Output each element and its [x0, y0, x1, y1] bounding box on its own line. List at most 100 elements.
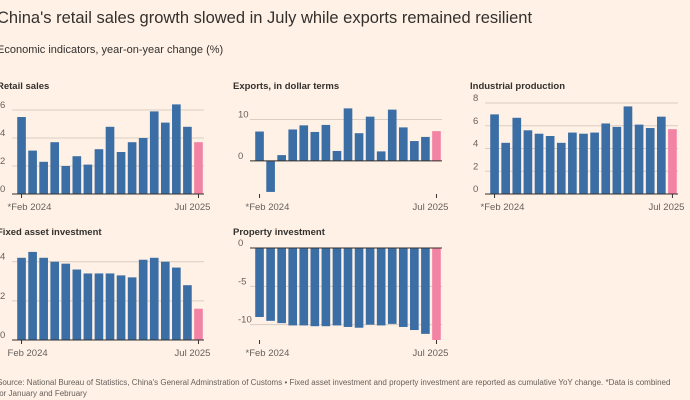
property-investment-y-tick-label: 0 [238, 238, 243, 249]
fixed-asset-investment-bar [194, 308, 203, 340]
retail-sales-bar [194, 142, 203, 194]
fixed-asset-investment-bar [149, 257, 159, 340]
exports-bar [255, 131, 264, 161]
exports-x-start-label: *Feb 2024 [246, 202, 290, 213]
industrial-production-x-start-label: *Feb 2024 [481, 202, 525, 213]
exports-bar [354, 133, 364, 161]
exports-bar [398, 127, 408, 161]
fixed-asset-investment-bar [39, 257, 48, 340]
exports-bar [321, 124, 331, 161]
industrial-production-bar [656, 116, 666, 194]
exports-y-tick-label: 0 [238, 151, 243, 162]
property-investment-bar [332, 248, 342, 326]
fixed-asset-investment-bar [127, 277, 137, 340]
industrial-production-bar [568, 132, 577, 194]
property-investment-x-end-label: Jul 2025 [413, 348, 449, 359]
retail-sales-y-tick-label: 0 [0, 184, 5, 195]
fixed-asset-investment-x-end-label: Jul 2025 [175, 348, 211, 359]
property-investment-bar [376, 248, 386, 326]
source-line-1: Source: National Bureau of Statistics, C… [0, 378, 671, 387]
fixed-asset-investment-bar [160, 261, 170, 340]
industrial-production-bar [645, 128, 655, 194]
retail-sales-bar [28, 150, 37, 194]
panel-title-exports: Exports, in dollar terms [233, 81, 340, 92]
property-investment-bar [398, 248, 408, 327]
exports-bar [343, 108, 353, 161]
chart-subtitle: Economic indicators, year-on-year change… [0, 44, 224, 56]
retail-sales-bar [116, 152, 126, 194]
retail-sales-y-tick-label: 2 [0, 156, 5, 167]
source-note: Source: National Bureau of Statistics, C… [0, 377, 690, 399]
retail-sales-bar [94, 149, 104, 194]
panel-title-property-investment: Property investment [233, 227, 325, 238]
industrial-production-bar [501, 142, 511, 194]
fixed-asset-investment-bar [105, 273, 115, 340]
property-investment-bar [354, 248, 364, 328]
exports-bar [299, 125, 309, 161]
industrial-production-y-tick-label: 4 [473, 139, 478, 150]
exports-bar [310, 131, 320, 161]
industrial-production-bar [523, 130, 533, 194]
property-investment-bar [410, 248, 419, 331]
fixed-asset-investment-bar [138, 259, 148, 340]
property-investment-bar [432, 248, 441, 340]
exports-bar [432, 131, 441, 161]
industrial-production-y-tick-label: 0 [473, 184, 478, 195]
fixed-asset-investment-bar [94, 273, 104, 340]
retail-sales-bar [39, 161, 48, 194]
property-investment-bar [255, 248, 264, 317]
fixed-asset-investment-bar [183, 285, 192, 340]
fixed-asset-investment-y-tick-label: 2 [0, 291, 5, 302]
property-investment-y-tick-label: -10 [238, 315, 252, 326]
industrial-production-bar [612, 126, 622, 194]
industrial-production-bar [634, 124, 644, 194]
industrial-production-bar [590, 132, 599, 194]
retail-sales-bar [50, 142, 60, 194]
panel-title-fixed-asset-investment: Fixed asset investment [0, 227, 102, 238]
panel-title-industrial-production: Industrial production [470, 81, 565, 92]
retail-sales-bar [72, 156, 82, 194]
retail-sales-bar [138, 138, 148, 194]
retail-sales-x-start-label: *Feb 2024 [8, 202, 52, 213]
panel-title-retail-sales: Retail sales [0, 81, 50, 92]
fixed-asset-investment-bar [83, 273, 93, 340]
exports-x-end-label: Jul 2025 [413, 202, 449, 213]
industrial-production-bar [579, 133, 588, 194]
fixed-asset-investment-bar [72, 269, 82, 340]
fixed-asset-investment-x-start-label: Feb 2024 [8, 348, 48, 359]
fixed-asset-investment-bar [61, 263, 71, 340]
retail-sales-bar [183, 126, 192, 194]
industrial-production-bar [490, 114, 499, 195]
retail-sales-bar [149, 111, 159, 194]
fixed-asset-investment-y-tick-label: 0 [0, 330, 5, 341]
industrial-production-bar [601, 123, 611, 194]
industrial-production-bar [623, 106, 633, 194]
industrial-production-bar [556, 142, 566, 194]
retail-sales-bar [83, 164, 93, 194]
fixed-asset-investment-bar [50, 261, 60, 340]
property-investment-bar [387, 248, 397, 324]
retail-sales-y-tick-label: 6 [0, 100, 5, 111]
industrial-production-bar [512, 117, 522, 194]
property-investment-x-start-label: *Feb 2024 [246, 348, 290, 359]
property-investment-bar [343, 248, 353, 327]
fixed-asset-investment-bar [17, 257, 26, 340]
exports-bar [421, 136, 430, 161]
source-line-2: for January and February [0, 389, 87, 398]
property-investment-bar [266, 248, 275, 321]
industrial-production-y-tick-label: 2 [473, 161, 478, 172]
industrial-production-bar [668, 129, 677, 194]
industrial-production-x-end-label: Jul 2025 [649, 202, 685, 213]
chart-title: China's retail sales growth slowed in Ju… [0, 9, 533, 27]
exports-bar [277, 155, 286, 161]
property-investment-bar [288, 248, 298, 326]
retail-sales-bar [160, 122, 170, 194]
fixed-asset-investment-y-tick-label: 4 [0, 252, 5, 263]
fixed-asset-investment-bar [28, 251, 37, 340]
property-investment-bar [310, 248, 320, 327]
exports-y-tick-label: 10 [238, 110, 249, 121]
retail-sales-bar [17, 117, 26, 194]
exports-bar [266, 160, 275, 192]
exports-bar [410, 141, 419, 161]
